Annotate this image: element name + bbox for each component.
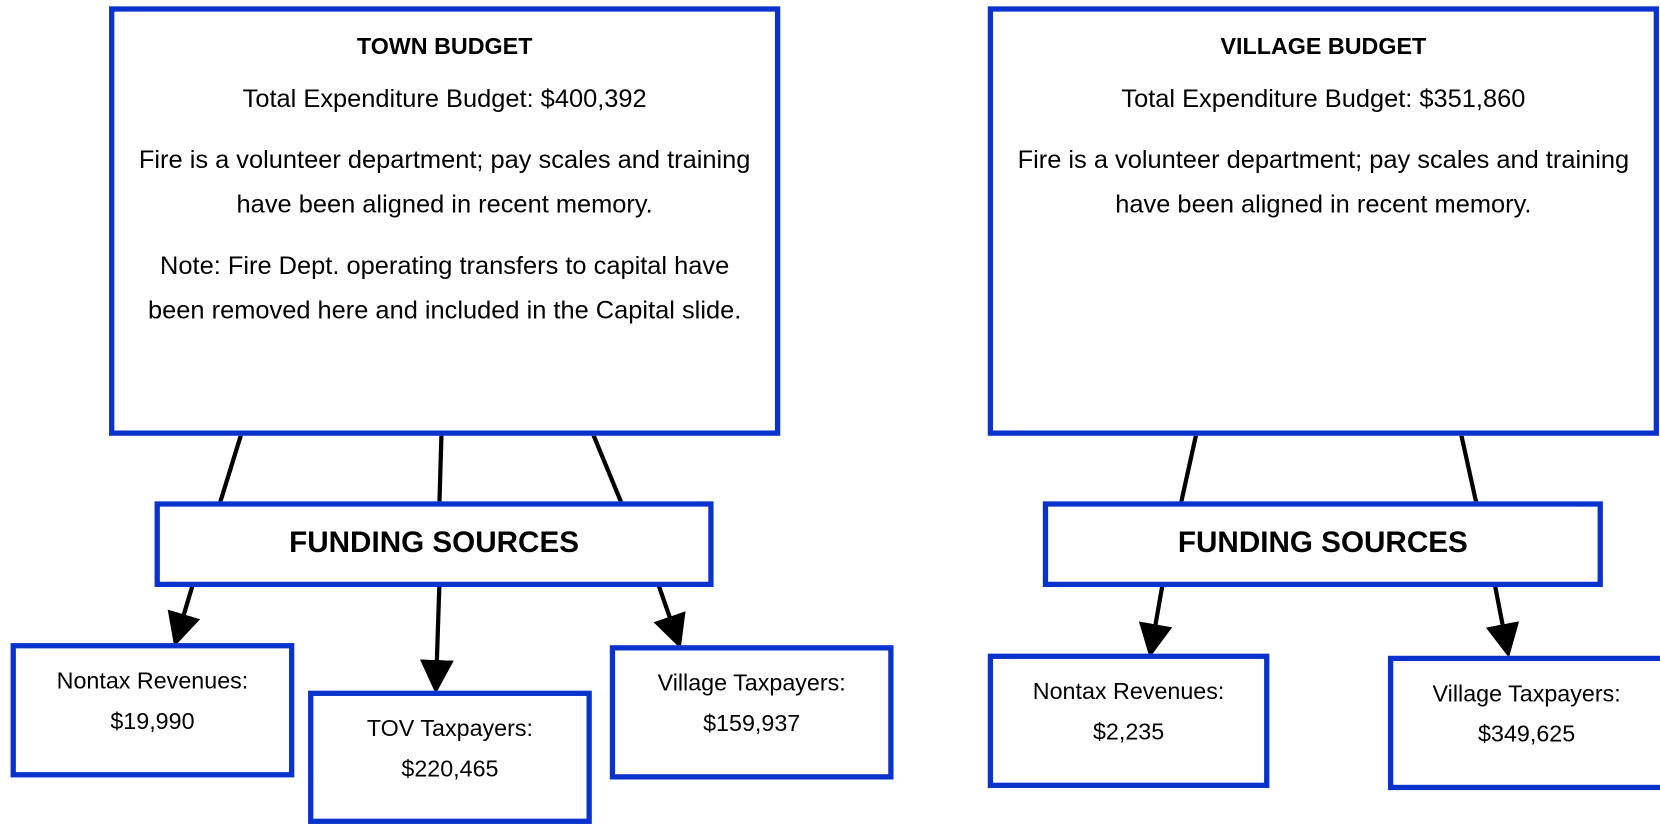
label: Village Taxpayers:: [657, 669, 846, 696]
total: Total Expenditure Budget: $400,392: [242, 84, 647, 114]
source-box: Village Taxpayers: $159,937: [609, 645, 894, 780]
description: Fire is a volunteer department; pay scal…: [138, 145, 751, 219]
source-box: Nontax Revenues: $19,990: [10, 643, 295, 778]
arrow: [419, 584, 454, 694]
connector: [1458, 433, 1479, 507]
amount: $220,465: [401, 755, 499, 782]
connector: [1178, 433, 1199, 507]
source-box: Village Taxpayers: $349,625: [1387, 655, 1660, 791]
source-box: Nontax Revenues: $2,235: [987, 653, 1270, 788]
label: Nontax Revenues:: [56, 667, 249, 694]
label: Village Taxpayers:: [1432, 680, 1621, 707]
town-budget-box: TOWN BUDGET Total Expenditure Budget: $4…: [109, 6, 781, 436]
arrow: [1485, 584, 1520, 658]
village-budget-box: VILLAGE BUDGET Total Expenditure Budget:…: [987, 6, 1659, 436]
label: Nontax Revenues:: [1032, 677, 1225, 705]
amount: $159,937: [703, 709, 801, 737]
amount: $2,235: [1092, 718, 1165, 745]
connector: [590, 432, 625, 507]
amount: $349,625: [1478, 720, 1576, 747]
description: Fire is a volunteer department; pay scal…: [1017, 145, 1630, 219]
title: VILLAGE BUDGET: [1220, 32, 1427, 60]
funding-box: FUNDING SOURCES: [1042, 501, 1603, 588]
label: TOV Taxpayers:: [366, 715, 534, 742]
total: Total Expenditure Budget: $351,860: [1121, 84, 1526, 114]
arrow: [1138, 584, 1173, 658]
arrow: [167, 584, 201, 647]
arrow: [653, 584, 686, 649]
note: Note: Fire Dept. operating transfers to …: [148, 251, 742, 325]
source-box: TOV Taxpayers: $220,465: [308, 690, 592, 824]
connector: [217, 433, 244, 507]
amount: $19,990: [110, 707, 195, 735]
connector: [437, 433, 444, 506]
funding-box: FUNDING SOURCES: [154, 501, 714, 588]
title: TOWN BUDGET: [356, 32, 533, 60]
